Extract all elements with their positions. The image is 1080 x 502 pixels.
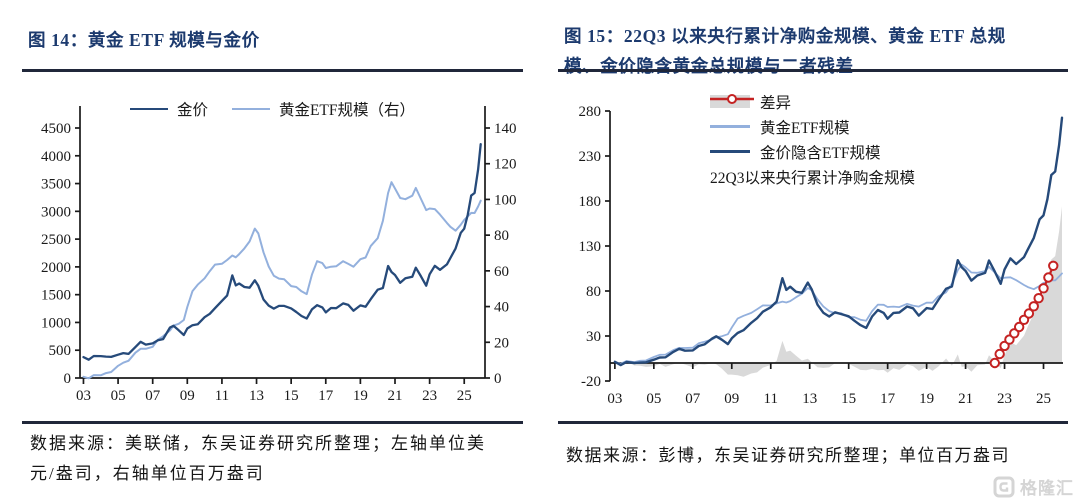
svg-text:80: 80	[494, 228, 509, 244]
figure-15-top-rule	[558, 69, 1068, 72]
svg-text:4000: 4000	[41, 149, 71, 165]
figure-15: 图 15：22Q3 以来央行累计净购金规模、黄金 ETF 总规 模、金价隐含黄金…	[558, 0, 1068, 502]
gold-etf-line-swatch	[231, 107, 270, 111]
figure-15-legend: 差异 黄金ETF规模 金价隐含ETF规模 22Q3以来央行累计净购金规模	[710, 93, 915, 187]
svg-text:60: 60	[494, 264, 509, 280]
svg-text:140: 140	[494, 121, 517, 137]
svg-text:05: 05	[111, 388, 126, 404]
svg-text:1000: 1000	[41, 315, 71, 331]
svg-text:07: 07	[685, 391, 701, 407]
figure-14-source-line1: 数据来源：美联储，东吴证券研究所整理；左轴单位美	[30, 434, 486, 453]
svg-text:40: 40	[494, 300, 509, 316]
gold-etf-legend-label: 黄金ETF规模（右）	[278, 102, 416, 119]
svg-text:2000: 2000	[41, 260, 71, 276]
implied-line-swatch	[710, 150, 750, 153]
svg-text:3000: 3000	[41, 204, 71, 220]
gelonghui-logo-icon	[993, 476, 1015, 497]
diff-legend-label: 差异	[760, 94, 792, 112]
svg-text:130: 130	[579, 239, 602, 255]
figure-14-chart: 0 500 1000 1500 2000 2500 3000 3500 4000 4500 0 20 4…	[22, 72, 523, 422]
svg-text:11: 11	[764, 391, 778, 407]
figure-15-title-line1: 图 15：22Q3 以来央行累计净购金规模、黄金 ETF 总规	[564, 25, 1006, 46]
figure-14-bottom-rule	[22, 421, 523, 424]
svg-text:21: 21	[958, 391, 973, 407]
figure-14-title: 图 14：黄金 ETF 规模与金价	[28, 29, 260, 50]
svg-text:20: 20	[494, 335, 509, 351]
svg-text:17: 17	[880, 391, 896, 407]
svg-text:100: 100	[494, 192, 517, 208]
svg-text:120: 120	[494, 157, 517, 173]
svg-text:11: 11	[215, 388, 229, 404]
svg-text:0: 0	[64, 371, 72, 387]
svg-text:0: 0	[494, 371, 502, 387]
gold-price-legend-item: 金价	[129, 98, 208, 120]
svg-text:07: 07	[145, 388, 161, 404]
svg-text:03: 03	[607, 391, 622, 407]
figure-14-source: 数据来源：美联储，东吴证券研究所整理；左轴单位美 元/盎司，右轴单位百万盎司	[30, 429, 523, 489]
figure-15-plot: -20 30 80 130 180 230 280 03 05 07 09 11 13 15 17 19 21 2…	[579, 104, 1064, 407]
etf-line-swatch	[710, 125, 750, 128]
figure-14-source-line2: 元/盎司，右轴单位百万盎司	[30, 464, 265, 483]
svg-text:03: 03	[76, 388, 91, 404]
gold-price-legend-label: 金价	[176, 102, 208, 119]
figure-15-bottom-rule	[558, 421, 1068, 424]
svg-text:180: 180	[579, 194, 602, 210]
svg-text:500: 500	[49, 343, 72, 359]
svg-text:25: 25	[1036, 391, 1051, 407]
gold-etf-legend-item: 黄金ETF规模（右）	[231, 98, 416, 120]
svg-text:80: 80	[586, 284, 601, 300]
svg-text:25: 25	[457, 388, 472, 404]
figure-15-source: 数据来源：彭博，东吴证券研究所整理；单位百万盎司	[566, 441, 1068, 471]
svg-text:280: 280	[579, 104, 602, 120]
svg-text:19: 19	[919, 391, 934, 407]
svg-text:19: 19	[353, 388, 368, 404]
svg-text:30: 30	[586, 329, 601, 345]
svg-text:13: 13	[802, 391, 817, 407]
svg-text:09: 09	[724, 391, 739, 407]
central-bank-legend-item: 22Q3以来央行累计净购金规模	[710, 94, 915, 187]
figure-14-legend: 金价 黄金ETF规模（右）	[22, 98, 523, 120]
svg-text:3500: 3500	[41, 177, 71, 193]
svg-text:-20: -20	[581, 374, 601, 390]
gold-price-line-swatch	[129, 107, 168, 111]
svg-text:1500: 1500	[41, 288, 71, 304]
central-bank-legend-label: 22Q3以来央行累计净购金规模	[710, 169, 915, 187]
figure-14-plot: 0 500 1000 1500 2000 2500 3000 3500 4000 4500 0 20 4…	[41, 106, 517, 404]
gelonghui-logo-text: 格隆汇	[1020, 479, 1074, 498]
svg-text:4500: 4500	[41, 121, 71, 137]
svg-text:05: 05	[646, 391, 661, 407]
svg-text:17: 17	[318, 388, 334, 404]
etf-legend-item: 黄金ETF规模	[710, 118, 915, 137]
svg-text:23: 23	[997, 391, 1012, 407]
figure-14: 图 14：黄金 ETF 规模与金价 0 500 1000 1500 2000 2500 30…	[22, 0, 523, 502]
svg-text:23: 23	[422, 388, 437, 404]
svg-text:15: 15	[841, 391, 856, 407]
implied-legend-label: 金价隐含ETF规模	[760, 144, 881, 162]
svg-text:21: 21	[388, 388, 403, 404]
central-bank-line-swatch	[710, 94, 754, 104]
implied-legend-item: 金价隐含ETF规模	[710, 143, 915, 162]
etf-legend-label: 黄金ETF规模	[760, 119, 850, 137]
svg-text:09: 09	[180, 388, 195, 404]
gelonghui-logo: 格隆汇	[993, 474, 1074, 499]
svg-text:13: 13	[249, 388, 264, 404]
svg-text:2500: 2500	[41, 232, 71, 248]
figure-14-top-rule	[22, 69, 523, 72]
figure-15-chart: -20 30 80 130 180 230 280 03 05 07 09 11 13 15 17 19 21 2…	[558, 72, 1068, 422]
figure-15-source-line: 数据来源：彭博，东吴证券研究所整理；单位百万盎司	[566, 446, 1010, 465]
svg-text:15: 15	[284, 388, 299, 404]
svg-text:230: 230	[579, 149, 602, 165]
